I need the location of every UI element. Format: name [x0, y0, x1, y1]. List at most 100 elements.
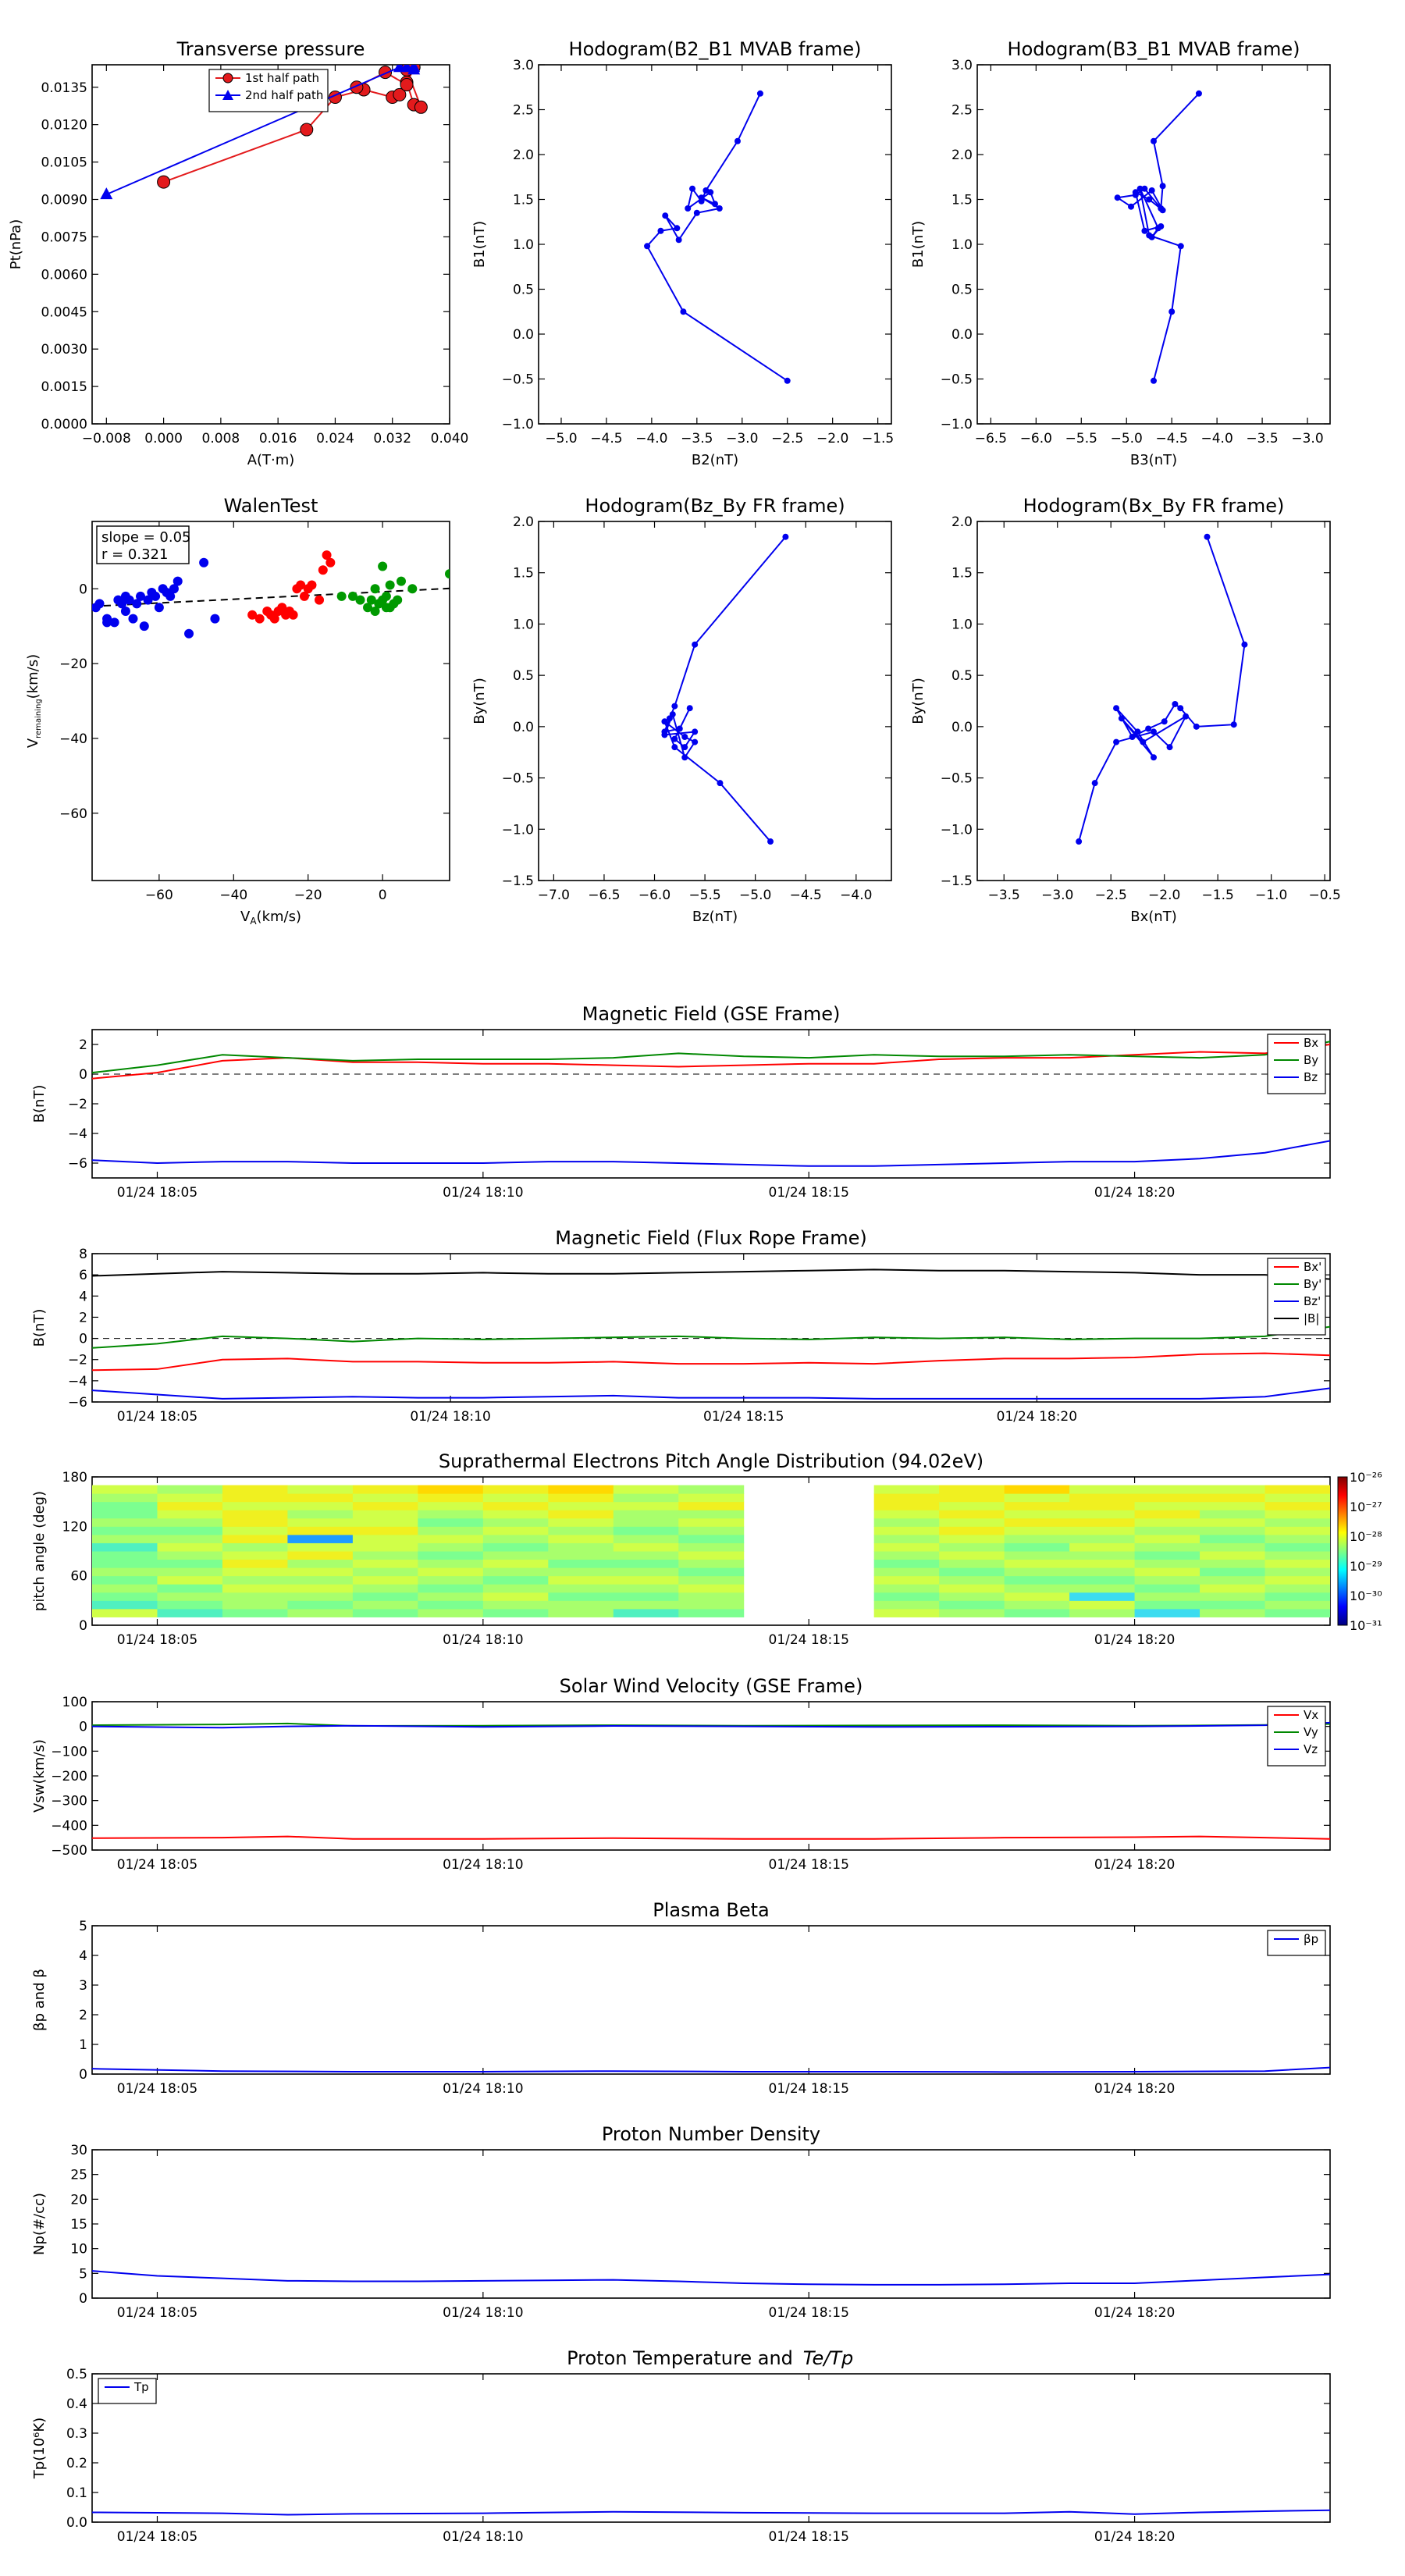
data-point — [698, 194, 705, 201]
heatmap-cell — [1004, 1608, 1070, 1617]
y-tick-label: 0.0105 — [41, 155, 87, 171]
x-tick-label: 01/24 18:15 — [769, 2529, 849, 2545]
heatmap-cell — [548, 1567, 614, 1577]
data-point — [661, 718, 668, 725]
heatmap-cell — [1200, 1575, 1266, 1585]
data-point — [1230, 721, 1237, 728]
data-point — [322, 550, 332, 560]
heatmap-cell — [287, 1510, 354, 1519]
heatmap-cell — [92, 1592, 158, 1601]
data-point — [269, 614, 279, 624]
annotation-r: r = 0.321 — [101, 546, 168, 563]
data-point — [300, 123, 314, 137]
heatmap-cell — [1004, 1575, 1070, 1585]
data-point — [685, 205, 692, 212]
legend-label: |B| — [1304, 1311, 1319, 1325]
heatmap-cell — [1134, 1567, 1200, 1577]
colorbar-tick-label: 10⁻³⁰ — [1350, 1589, 1382, 1603]
x-tick-label: −6.0 — [1020, 431, 1052, 447]
legend: Vx Vy Vz — [1267, 1706, 1326, 1767]
heatmap-cell — [1069, 1600, 1136, 1610]
data-point — [1204, 533, 1211, 540]
y-tick-label: 0.0045 — [41, 304, 87, 320]
y-tick-label: 0.0 — [66, 2515, 87, 2531]
heatmap-cell — [418, 1608, 484, 1617]
heatmap-cell — [613, 1493, 679, 1503]
heatmap-cell — [939, 1542, 1005, 1552]
heatmap-cell — [287, 1485, 354, 1494]
heatmap-cell — [157, 1559, 223, 1568]
heatmap-cell — [1134, 1608, 1200, 1617]
heatmap-cell — [678, 1575, 745, 1585]
x-axis-label: Bz(nT) — [692, 909, 738, 925]
x-tick-label: 01/24 18:10 — [443, 2305, 523, 2321]
heatmap-cell — [548, 1584, 614, 1593]
y-tick-label: 0.0120 — [41, 118, 87, 133]
data-point — [366, 595, 376, 605]
x-tick-label: 01/24 18:20 — [1094, 1632, 1175, 1648]
heatmap-cell — [613, 1501, 679, 1510]
x-tick-label: −40 — [219, 888, 247, 903]
annotation-box: slope = 0.05r = 0.321 — [96, 525, 191, 564]
annotation-frame — [96, 525, 190, 564]
y-tick-label: 8 — [79, 1247, 87, 1262]
heatmap-cell — [418, 1551, 484, 1560]
data-point — [1151, 377, 1157, 384]
heatmap-cell — [418, 1485, 484, 1494]
y-tick-label: 100 — [62, 1695, 87, 1710]
x-tick-label: 01/24 18:05 — [117, 1185, 197, 1201]
data-point — [307, 580, 317, 590]
x-tick-label: 01/24 18:05 — [117, 1857, 197, 1873]
heatmap-cell — [873, 1567, 940, 1577]
data-point — [136, 591, 146, 601]
plot-area — [1114, 90, 1202, 384]
fit-line — [92, 587, 450, 607]
plot-frame — [538, 521, 892, 881]
x-tick-label: −0.008 — [82, 431, 131, 447]
heatmap-cell — [222, 1592, 288, 1601]
x-tick-label: 01/24 18:10 — [443, 1857, 523, 1873]
heatmap-cell — [92, 1600, 158, 1610]
heatmap-cell — [1264, 1575, 1330, 1585]
x-tick-label: −3.0 — [1041, 888, 1073, 903]
series-line — [92, 1140, 1330, 1167]
y-tick-label: 0.0 — [513, 327, 534, 343]
series-line — [92, 1044, 1330, 1080]
heatmap-cell — [1264, 1493, 1330, 1503]
heatmap-cell — [222, 1542, 288, 1552]
heatmap-cell — [352, 1534, 418, 1543]
panel-h3: Hodogram(Bz_By FR frame) −1.5 −1.0 −0.5 0.0 0… — [471, 495, 892, 925]
data-point — [1193, 723, 1200, 730]
data-point — [109, 617, 119, 628]
data-point — [1129, 734, 1136, 740]
heatmap-cell — [482, 1493, 549, 1503]
series-0 — [661, 533, 789, 845]
data-point — [414, 100, 428, 114]
heatmap-cell — [157, 1493, 223, 1503]
heatmap-cell — [352, 1584, 418, 1593]
x-tick-label: −3.0 — [726, 431, 758, 447]
x-tick-label: −5.5 — [688, 888, 720, 903]
heatmap-cell — [352, 1493, 418, 1503]
heatmap-cell — [157, 1485, 223, 1494]
data-point — [680, 308, 687, 315]
x-tick-label: −4.0 — [840, 888, 872, 903]
x-axis-label: B3(nT) — [1130, 452, 1177, 468]
heatmap-cell — [1134, 1584, 1200, 1593]
y-tick-label: 3.0 — [513, 58, 534, 73]
heatmap-cell — [418, 1526, 484, 1535]
data-point — [184, 628, 194, 639]
data-point — [669, 711, 676, 718]
heatmap-cell — [418, 1592, 484, 1601]
data-point — [1151, 728, 1157, 735]
heatmap-cell — [157, 1575, 223, 1585]
data-point — [199, 557, 209, 568]
data-point — [1134, 728, 1141, 735]
x-tick-label: 01/24 18:05 — [117, 2081, 197, 2097]
x-tick-label: 01/24 18:05 — [117, 1409, 197, 1425]
x-tick-label: 01/24 18:05 — [117, 2529, 197, 2545]
legend-label: Bz — [1304, 1070, 1318, 1084]
data-point — [407, 584, 418, 594]
heatmap-cell — [1264, 1551, 1330, 1560]
heatmap-cell — [678, 1592, 745, 1601]
